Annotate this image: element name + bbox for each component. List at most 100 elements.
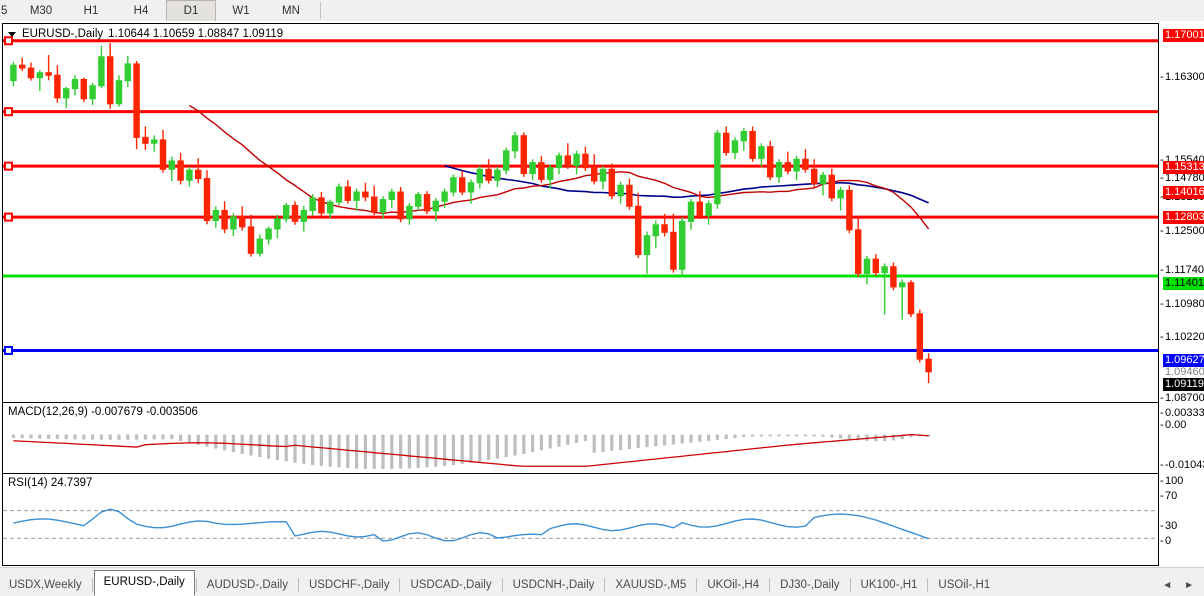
timeframe-w1-button[interactable]: W1 (216, 0, 266, 22)
macd-histogram-bar (469, 434, 473, 463)
candle-body (714, 132, 721, 205)
price-level-label-black[interactable]: 1.09119 (1163, 378, 1204, 391)
candle-body (10, 64, 17, 82)
chart-tab-usdchf-daily[interactable]: USDCHF-,Daily (300, 574, 399, 596)
price-level-value: 1.12803 (1165, 211, 1204, 223)
timeframe-mn-button[interactable]: MN (266, 0, 316, 22)
price-line-handle[interactable] (4, 36, 13, 46)
chart-tab-eurusd-daily[interactable]: EURUSD-,Daily (93, 570, 195, 596)
price-line-handle[interactable] (4, 212, 13, 222)
chart-tab-usoil-h1[interactable]: USOil-,H1 (929, 574, 999, 596)
candle-body (282, 204, 290, 220)
candlestick (186, 166, 193, 187)
macd-histogram-bar (865, 434, 869, 441)
price-level-label-red[interactable]: 1.17001 (1163, 29, 1204, 42)
candle-body (564, 155, 572, 167)
candlestick (573, 150, 580, 175)
candlestick (793, 155, 800, 181)
candlestick (863, 255, 871, 285)
chart-tab-audusd-daily[interactable]: AUDUSD-,Daily (198, 574, 297, 596)
macd-histogram-bar (627, 434, 631, 450)
candle-body (758, 146, 765, 159)
candle-body (881, 266, 888, 274)
macd-histogram-bar (443, 434, 447, 466)
chart-tab-usdcad-daily[interactable]: USDCAD-,Daily (401, 574, 500, 596)
chart-header: EURUSD-,Daily 1.10644 1.10659 1.08847 1.… (8, 27, 283, 41)
candle-body (124, 63, 132, 82)
scroll-right-icon[interactable]: ► (1184, 580, 1194, 591)
candlestick (256, 234, 264, 257)
tick-dash: - (1160, 172, 1164, 184)
price-level-label-blue[interactable]: 1.09627 (1163, 354, 1204, 367)
macd-histogram-bar (592, 434, 596, 453)
timeframe-m30-button[interactable]: M30 (16, 0, 66, 22)
macd-histogram-bar (407, 434, 411, 469)
macd-histogram-bar (610, 434, 614, 451)
tick-value: 1.12500 (1165, 225, 1204, 237)
macd-histogram-bar (108, 434, 112, 440)
chart-tab-uk100-h1[interactable]: UK100-,H1 (852, 574, 927, 596)
price-level-label-green[interactable]: 1.11401 (1163, 277, 1204, 290)
price-level-label-gray[interactable]: 1.09460 (1163, 366, 1204, 379)
candlestick (881, 263, 888, 315)
price-scale[interactable]: -1.16300-1.15540-1.14780-1.13260-1.12500… (1160, 23, 1204, 566)
candlestick (846, 185, 853, 234)
price-line-handle[interactable] (4, 107, 13, 117)
candlestick (18, 57, 26, 72)
macd-histogram-bar (619, 434, 623, 450)
candlestick (335, 183, 343, 206)
price-line-handle[interactable] (4, 161, 13, 171)
candle-body (520, 135, 528, 175)
rsi-plot[interactable] (3, 474, 1158, 565)
candle-body (133, 63, 140, 138)
macd-histogram-bar (451, 434, 455, 465)
macd-histogram-bar (742, 434, 746, 438)
candlestick (722, 126, 730, 156)
timeframe-d1-button[interactable]: D1 (166, 0, 216, 22)
price-level-label-red[interactable]: 1.12803 (1163, 211, 1204, 224)
candlestick (485, 159, 492, 184)
chart-tab-dj30-daily[interactable]: DJ30-,Daily (771, 574, 848, 596)
chart-tab-usdx-weekly[interactable]: USDX,Weekly (0, 574, 91, 596)
price-level-label-red[interactable]: 1.15313 (1163, 161, 1204, 174)
macd-pane[interactable]: MACD(12,26,9) -0.007679 -0.003506 (3, 402, 1158, 472)
price-level-label-red[interactable]: 1.14016 (1163, 186, 1204, 199)
scroll-left-icon[interactable]: ◄ (1162, 580, 1173, 591)
chart-tab-usdcnh-daily[interactable]: USDCNH-,Daily (504, 574, 604, 596)
candlestick (626, 178, 633, 210)
chart-tab-xauusd-m5[interactable]: XAUUSD-,M5 (606, 574, 695, 596)
timeframe-5-button[interactable]: 5 (0, 0, 16, 22)
candle-body (678, 220, 686, 270)
macd-histogram-bar (47, 434, 51, 439)
timeframe-h1-button[interactable]: H1 (66, 0, 116, 22)
candlestick (652, 220, 660, 249)
candlestick (467, 179, 475, 204)
price-line-handle[interactable] (4, 345, 13, 355)
chart-tab-ukoil-h4[interactable]: UKOil-,H4 (698, 574, 768, 596)
candlestick (890, 262, 897, 291)
chevron-down-icon[interactable] (8, 31, 16, 37)
candlestick (388, 188, 396, 208)
chart-area[interactable]: EURUSD-,Daily 1.10644 1.10659 1.08847 1.… (0, 21, 1204, 580)
plot-frame[interactable]: EURUSD-,Daily 1.10644 1.10659 1.08847 1.… (2, 23, 1159, 566)
timeframe-h4-button[interactable]: H4 (116, 0, 166, 22)
price-pane[interactable]: EURUSD-,Daily 1.10644 1.10659 1.08847 1.… (3, 24, 1158, 402)
candlestick (230, 213, 237, 237)
candlestick-plot[interactable] (3, 24, 1158, 402)
macd-histogram-bar (460, 434, 464, 464)
candlestick (326, 199, 334, 219)
candle-body (71, 78, 79, 90)
rsi-pane[interactable]: RSI(14) 24.7397 (3, 473, 1158, 565)
tab-separator (769, 578, 771, 592)
candlestick (810, 159, 818, 187)
candle-body (775, 162, 783, 178)
macd-histogram-bar (135, 434, 139, 440)
candle-body (362, 191, 369, 198)
macd-plot[interactable] (3, 403, 1158, 472)
tab-separator (849, 578, 851, 592)
tick-dash: - (1160, 475, 1164, 487)
candlestick (309, 194, 316, 216)
candle-body (925, 358, 932, 373)
candle-body (62, 88, 70, 99)
